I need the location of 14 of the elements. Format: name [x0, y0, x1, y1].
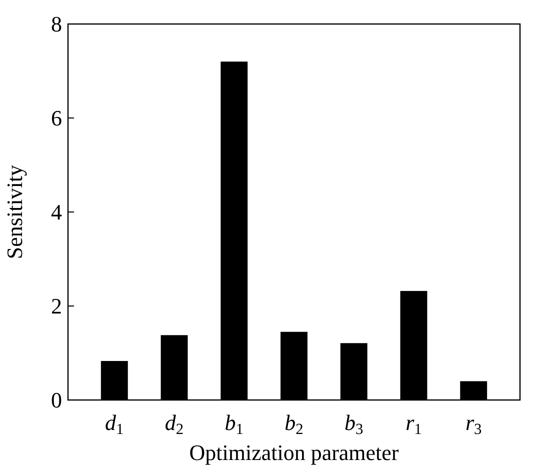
x-tick-label: r$_{1}$ [406, 410, 422, 438]
x-tick-label: b$_{2}$ [284, 410, 304, 438]
x-tick-label: d$_{2}$ [164, 410, 184, 438]
y-tick-label: 6 [51, 106, 62, 131]
y-tick-label: 4 [51, 200, 62, 225]
y-axis-title: Sensitivity [2, 164, 27, 260]
x-tick-label: d$_{1}$ [105, 410, 124, 438]
x-tick-label: b$_{3}$ [344, 410, 364, 438]
y-tick-label: 8 [51, 12, 62, 37]
x-tick-label: r$_{3}$ [465, 410, 482, 438]
x-axis-title: Optimization parameter [189, 440, 400, 465]
y-tick-label: 0 [51, 388, 62, 413]
y-tick-label: 2 [51, 294, 62, 319]
x-tick-label: b$_{1}$ [224, 410, 244, 438]
